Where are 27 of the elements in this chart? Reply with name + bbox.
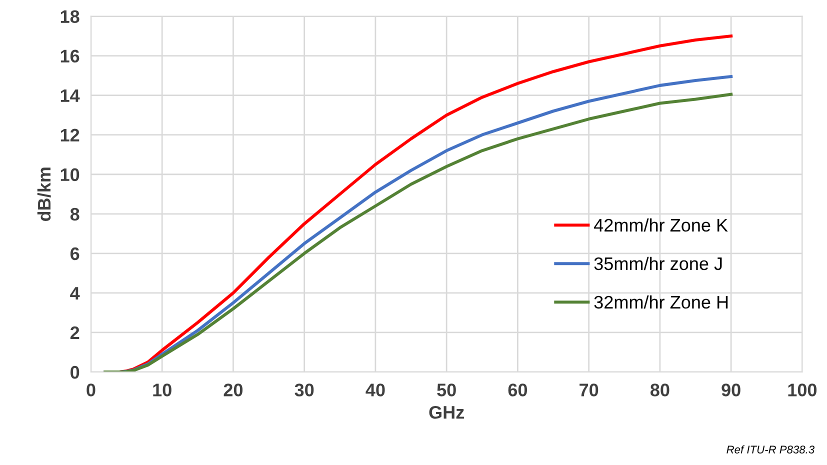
- x-tick-label: 70: [580, 384, 598, 396]
- x-tick-label: 100: [788, 384, 817, 396]
- y-tick-label: 10: [60, 168, 80, 182]
- y-tick-label: 2: [70, 326, 80, 340]
- x-tick-label: 0: [86, 384, 96, 396]
- text: Ref ITU-R P838.3: [726, 445, 814, 454]
- legend-label: 35mm/hr zone J: [594, 256, 722, 270]
- x-axis-title: GHz: [429, 406, 464, 419]
- x-tick-label: 90: [722, 384, 740, 396]
- x-tick-label: 80: [650, 384, 670, 396]
- y-tick-label: 12: [60, 128, 80, 142]
- x-tick-label: 50: [437, 384, 456, 396]
- x-tick-label: 30: [294, 384, 314, 396]
- y-tick-label: 0: [70, 366, 80, 379]
- legend-label: 32mm/hr Zone H: [594, 295, 728, 309]
- y-axis-title: dB/km: [37, 168, 51, 221]
- x-tick-label: 10: [153, 384, 172, 396]
- y-tick-label: 8: [70, 208, 80, 221]
- x-tick-label: 60: [508, 384, 528, 396]
- y-tick-label: 14: [60, 89, 80, 102]
- y-tick-label: 4: [70, 287, 80, 300]
- x-tick-label: 20: [224, 384, 243, 396]
- y-tick-label: 6: [70, 247, 80, 260]
- legend-label: 42mm/hr Zone K: [594, 218, 728, 232]
- x-tick-label: 40: [366, 384, 385, 396]
- y-tick-label: 18: [60, 10, 80, 23]
- y-tick-label: 16: [60, 50, 80, 63]
